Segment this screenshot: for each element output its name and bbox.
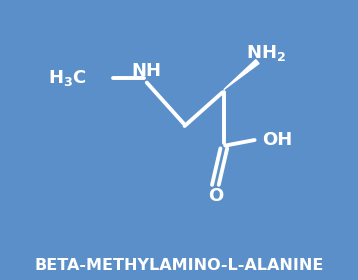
Text: BETA-METHYLAMINO-L-ALANINE: BETA-METHYLAMINO-L-ALANINE [34,258,324,274]
Text: O: O [208,187,223,205]
Text: OH: OH [262,131,292,149]
Text: NH: NH [132,62,162,80]
Text: $\mathregular{H_3C}$: $\mathregular{H_3C}$ [48,68,87,88]
Text: $\mathregular{NH_2}$: $\mathregular{NH_2}$ [246,43,286,63]
Polygon shape [224,60,259,90]
